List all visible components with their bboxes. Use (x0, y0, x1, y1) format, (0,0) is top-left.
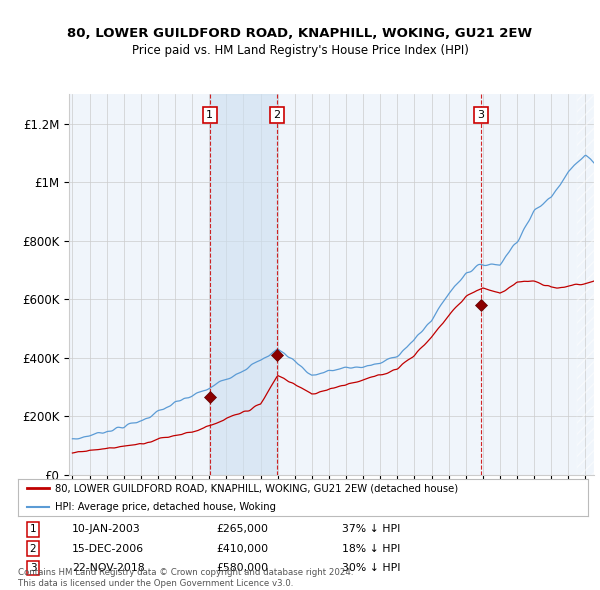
Text: 10-JAN-2003: 10-JAN-2003 (72, 525, 141, 534)
Text: 80, LOWER GUILDFORD ROAD, KNAPHILL, WOKING, GU21 2EW (detached house): 80, LOWER GUILDFORD ROAD, KNAPHILL, WOKI… (55, 483, 458, 493)
Text: £580,000: £580,000 (216, 563, 268, 573)
Text: £265,000: £265,000 (216, 525, 268, 534)
Text: 3: 3 (29, 563, 37, 573)
Text: 30% ↓ HPI: 30% ↓ HPI (342, 563, 401, 573)
Text: £410,000: £410,000 (216, 544, 268, 553)
Text: 15-DEC-2006: 15-DEC-2006 (72, 544, 144, 553)
Bar (577, 94, 594, 475)
Text: 1: 1 (29, 525, 37, 534)
Text: Price paid vs. HM Land Registry's House Price Index (HPI): Price paid vs. HM Land Registry's House … (131, 44, 469, 57)
Text: 80, LOWER GUILDFORD ROAD, KNAPHILL, WOKING, GU21 2EW: 80, LOWER GUILDFORD ROAD, KNAPHILL, WOKI… (67, 27, 533, 40)
Bar (210, 94, 277, 475)
Text: 2: 2 (274, 110, 281, 120)
Text: 1: 1 (206, 110, 213, 120)
Text: 3: 3 (478, 110, 484, 120)
Text: 22-NOV-2018: 22-NOV-2018 (72, 563, 145, 573)
Text: 37% ↓ HPI: 37% ↓ HPI (342, 525, 400, 534)
Text: HPI: Average price, detached house, Woking: HPI: Average price, detached house, Woki… (55, 502, 276, 512)
Text: 2: 2 (29, 544, 37, 553)
Text: Contains HM Land Registry data © Crown copyright and database right 2024.
This d: Contains HM Land Registry data © Crown c… (18, 568, 353, 588)
Text: 18% ↓ HPI: 18% ↓ HPI (342, 544, 400, 553)
